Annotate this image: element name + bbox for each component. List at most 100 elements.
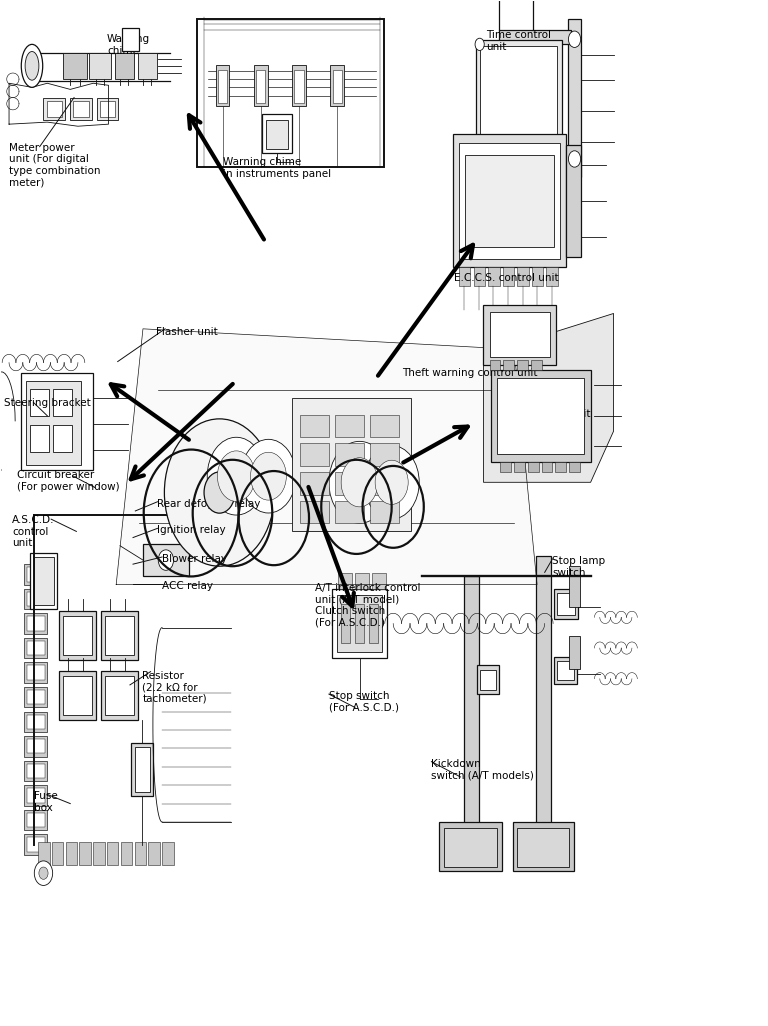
Bar — [370, 415, 399, 437]
Bar — [498, 155, 508, 169]
Text: Stop lamp
switch: Stop lamp switch — [552, 556, 605, 578]
Circle shape — [35, 861, 53, 885]
Circle shape — [39, 867, 48, 879]
Circle shape — [568, 151, 581, 167]
Bar — [481, 46, 557, 149]
Bar — [27, 567, 45, 582]
Bar — [63, 617, 91, 656]
Bar — [266, 120, 287, 149]
Bar — [44, 97, 65, 120]
Text: E.C.C.S. control unit: E.C.C.S. control unit — [455, 273, 559, 282]
Bar — [464, 577, 479, 842]
Bar — [122, 28, 139, 50]
Bar — [38, 842, 50, 865]
Bar — [569, 636, 580, 669]
Bar — [137, 52, 157, 79]
Bar — [25, 785, 48, 805]
Bar — [439, 822, 502, 871]
Text: Meter power
unit (For digital
type combination
meter): Meter power unit (For digital type combi… — [9, 143, 101, 188]
Bar — [355, 574, 369, 589]
Bar — [531, 268, 543, 286]
Bar — [300, 501, 329, 523]
Text: Resistor
(2.2 kΩ for
tachometer): Resistor (2.2 kΩ for tachometer) — [142, 671, 207, 704]
Text: A.S.C.D.
control
unit: A.S.C.D. control unit — [12, 515, 55, 548]
Text: Steering bracket: Steering bracket — [5, 398, 91, 408]
Polygon shape — [484, 314, 614, 482]
Ellipse shape — [22, 44, 43, 87]
Bar — [134, 842, 146, 865]
Text: Stop switch
(For A.S.C.D.): Stop switch (For A.S.C.D.) — [329, 692, 399, 713]
Bar — [503, 359, 514, 369]
Polygon shape — [116, 328, 537, 585]
Circle shape — [568, 31, 581, 47]
Bar — [31, 425, 49, 451]
Bar — [27, 592, 45, 606]
Text: ACC relay: ACC relay — [162, 581, 213, 591]
Bar — [300, 472, 329, 495]
Bar — [52, 842, 64, 865]
Circle shape — [329, 441, 390, 523]
Bar — [335, 415, 364, 437]
Bar — [114, 52, 134, 79]
Text: A/T interlock control
unit (A/T model)
Clutch switch
(For A.S.C.D.): A/T interlock control unit (A/T model) C… — [315, 583, 421, 627]
Bar — [355, 604, 364, 643]
Bar — [370, 501, 399, 523]
Circle shape — [475, 38, 485, 50]
Bar — [216, 65, 230, 106]
Bar — [34, 557, 55, 605]
Bar — [63, 676, 91, 714]
Bar — [294, 70, 303, 103]
Text: Kickdown
switch (A/T models): Kickdown switch (A/T models) — [432, 758, 535, 780]
Bar — [27, 763, 45, 778]
Bar — [541, 462, 552, 472]
Bar — [502, 268, 514, 286]
Bar — [25, 589, 48, 609]
Bar — [89, 52, 111, 79]
Bar — [73, 101, 88, 117]
Bar — [300, 443, 329, 466]
Bar — [481, 670, 495, 690]
Bar — [478, 666, 498, 695]
Text: Main unit: Main unit — [541, 408, 590, 419]
Bar — [554, 589, 578, 620]
Bar — [70, 97, 91, 120]
Bar — [63, 52, 87, 79]
Bar — [517, 359, 528, 369]
Circle shape — [241, 439, 296, 513]
Bar — [25, 810, 48, 830]
Bar — [25, 564, 48, 585]
Bar — [27, 714, 45, 728]
Bar — [254, 65, 268, 106]
Bar — [476, 40, 561, 155]
Bar — [528, 462, 538, 472]
Circle shape — [164, 419, 275, 566]
Bar — [566, 145, 581, 258]
Text: Warning chime
in instruments panel: Warning chime in instruments panel — [223, 157, 332, 179]
Bar — [512, 155, 523, 169]
Bar — [557, 662, 574, 680]
Bar — [465, 155, 554, 247]
Bar — [107, 842, 118, 865]
Bar — [25, 687, 48, 707]
Bar — [527, 155, 538, 169]
Bar — [54, 425, 71, 451]
Circle shape — [207, 437, 266, 515]
Bar — [26, 381, 81, 465]
Bar — [444, 828, 497, 867]
Bar — [47, 101, 62, 117]
Bar — [333, 70, 342, 103]
Bar — [25, 736, 48, 756]
Bar — [27, 690, 45, 704]
Bar — [197, 18, 384, 167]
Circle shape — [217, 450, 255, 502]
Bar — [541, 155, 552, 169]
Bar — [517, 828, 569, 867]
Bar — [59, 611, 95, 661]
Bar — [484, 155, 494, 169]
Bar — [335, 501, 364, 523]
Bar — [25, 760, 48, 781]
Bar — [500, 462, 511, 472]
Bar — [459, 268, 471, 286]
Bar — [370, 472, 399, 495]
Bar — [369, 604, 378, 643]
